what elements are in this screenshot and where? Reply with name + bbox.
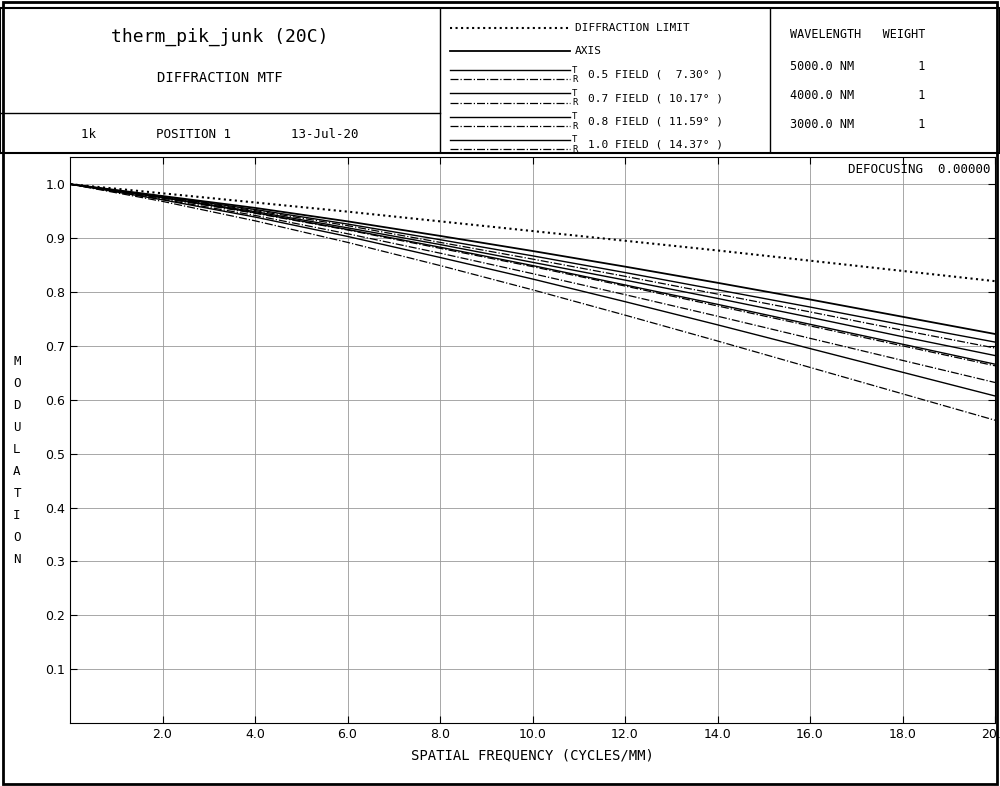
Text: L: L (13, 443, 21, 456)
Text: WAVELENGTH   WEIGHT: WAVELENGTH WEIGHT (790, 28, 925, 41)
Text: 0.8 FIELD ( 11.59° ): 0.8 FIELD ( 11.59° ) (588, 116, 723, 127)
Text: T: T (13, 487, 21, 500)
Text: R: R (572, 122, 577, 130)
Text: 1k        POSITION 1        13-Jul-20: 1k POSITION 1 13-Jul-20 (81, 128, 359, 141)
Text: O: O (13, 377, 21, 390)
Text: R: R (572, 98, 577, 107)
Text: 4000.0 NM         1: 4000.0 NM 1 (790, 89, 925, 101)
Text: DIFFRACTION MTF: DIFFRACTION MTF (157, 71, 283, 85)
Text: T: T (572, 65, 577, 75)
X-axis label: SPATIAL FREQUENCY (CYCLES/MM): SPATIAL FREQUENCY (CYCLES/MM) (411, 748, 654, 762)
Text: DIFFRACTION LIMIT: DIFFRACTION LIMIT (575, 24, 690, 33)
Text: 1.0 FIELD ( 14.37° ): 1.0 FIELD ( 14.37° ) (588, 140, 723, 149)
Text: R: R (572, 145, 577, 154)
Text: O: O (13, 531, 21, 544)
Text: AXIS: AXIS (575, 46, 602, 57)
Text: A: A (13, 465, 21, 478)
Text: therm_pik_junk (20C): therm_pik_junk (20C) (111, 28, 329, 46)
Text: D: D (13, 399, 21, 412)
Text: T: T (572, 112, 577, 121)
Text: 0.5 FIELD (  7.30° ): 0.5 FIELD ( 7.30° ) (588, 70, 723, 79)
Text: N: N (13, 553, 21, 566)
Text: I: I (13, 509, 21, 522)
Text: 3000.0 NM         1: 3000.0 NM 1 (790, 118, 925, 130)
Text: T: T (572, 135, 577, 145)
Text: 5000.0 NM         1: 5000.0 NM 1 (790, 60, 925, 72)
Text: DEFOCUSING  0.00000: DEFOCUSING 0.00000 (848, 163, 990, 176)
Text: M: M (13, 355, 21, 368)
Text: 0.7 FIELD ( 10.17° ): 0.7 FIELD ( 10.17° ) (588, 93, 723, 103)
Text: R: R (572, 75, 577, 84)
Text: T: T (572, 89, 577, 97)
Text: U: U (13, 421, 21, 434)
